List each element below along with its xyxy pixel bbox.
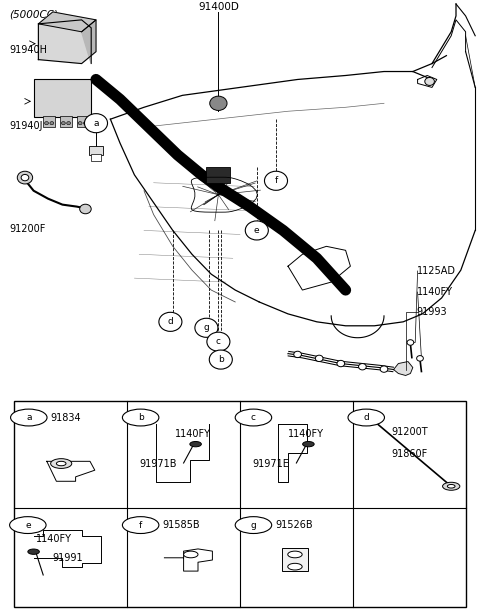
Circle shape [348, 409, 384, 426]
Text: 91993: 91993 [417, 307, 447, 317]
Text: 1140FY: 1140FY [36, 535, 72, 545]
Circle shape [61, 121, 65, 125]
Circle shape [443, 482, 460, 490]
Text: 91526B: 91526B [275, 520, 312, 530]
Text: 91971B: 91971B [139, 459, 177, 469]
Bar [34, 79, 91, 117]
Text: 91400D: 91400D [198, 2, 239, 12]
Text: e: e [254, 226, 260, 235]
Circle shape [21, 174, 29, 180]
Polygon shape [82, 20, 96, 63]
Text: d: d [363, 413, 369, 422]
Circle shape [207, 332, 230, 351]
Text: c: c [251, 413, 256, 422]
Circle shape [11, 409, 47, 426]
Circle shape [209, 350, 232, 369]
Text: (5000CC): (5000CC) [10, 10, 59, 20]
Text: c: c [216, 337, 221, 346]
Text: f: f [275, 176, 277, 185]
Text: 91971E: 91971E [252, 459, 289, 469]
Text: 91860F: 91860F [391, 449, 427, 459]
Circle shape [190, 442, 202, 447]
Bar [43, 116, 55, 127]
Text: 91940H: 91940H [10, 45, 48, 55]
Text: 1140FY: 1140FY [175, 429, 211, 439]
Text: b: b [218, 355, 224, 364]
Circle shape [417, 355, 423, 361]
Circle shape [80, 205, 91, 214]
Circle shape [122, 409, 159, 426]
Text: e: e [25, 521, 31, 530]
Circle shape [447, 485, 455, 488]
Circle shape [195, 318, 218, 338]
Polygon shape [38, 12, 96, 32]
Text: 91200T: 91200T [391, 427, 428, 437]
Circle shape [337, 360, 345, 367]
Circle shape [28, 549, 39, 554]
Bar [89, 146, 103, 155]
Text: b: b [138, 413, 144, 422]
Circle shape [84, 121, 87, 125]
Circle shape [359, 363, 366, 370]
Bar [60, 116, 72, 127]
Text: g: g [204, 323, 209, 332]
Text: a: a [26, 413, 32, 422]
Bar [206, 167, 230, 183]
Circle shape [294, 351, 301, 357]
Circle shape [361, 413, 373, 418]
Circle shape [235, 409, 272, 426]
Text: 91834: 91834 [50, 413, 81, 423]
Circle shape [122, 517, 159, 533]
Circle shape [264, 171, 288, 190]
Circle shape [78, 121, 82, 125]
Circle shape [10, 517, 46, 533]
Circle shape [380, 366, 388, 372]
Text: 91585B: 91585B [162, 520, 200, 530]
Text: d: d [168, 317, 173, 326]
Circle shape [45, 121, 48, 125]
Text: 91940J: 91940J [10, 121, 43, 131]
Bar [282, 548, 308, 571]
Circle shape [51, 459, 72, 468]
Circle shape [355, 410, 379, 421]
Circle shape [210, 96, 227, 110]
Circle shape [425, 78, 434, 86]
Circle shape [315, 355, 323, 362]
Circle shape [288, 551, 302, 558]
Text: g: g [251, 521, 256, 530]
Circle shape [17, 171, 33, 184]
Circle shape [235, 517, 272, 533]
Circle shape [67, 121, 71, 125]
Text: f: f [139, 521, 142, 530]
Circle shape [84, 113, 108, 132]
Bar [77, 116, 89, 127]
Polygon shape [394, 362, 413, 376]
Text: a: a [93, 119, 99, 128]
Circle shape [302, 442, 314, 447]
Bar [91, 154, 101, 161]
Polygon shape [38, 20, 91, 63]
Text: 1125AD: 1125AD [417, 266, 456, 276]
Text: 91991: 91991 [53, 553, 84, 564]
Circle shape [50, 121, 54, 125]
Circle shape [184, 551, 198, 558]
Text: 91200F: 91200F [10, 224, 46, 235]
Circle shape [288, 563, 302, 570]
Circle shape [159, 312, 182, 331]
Circle shape [245, 221, 268, 240]
Text: 1140FY: 1140FY [288, 429, 324, 439]
Text: 1140FY: 1140FY [417, 287, 453, 297]
Circle shape [57, 461, 66, 466]
Circle shape [407, 339, 414, 346]
